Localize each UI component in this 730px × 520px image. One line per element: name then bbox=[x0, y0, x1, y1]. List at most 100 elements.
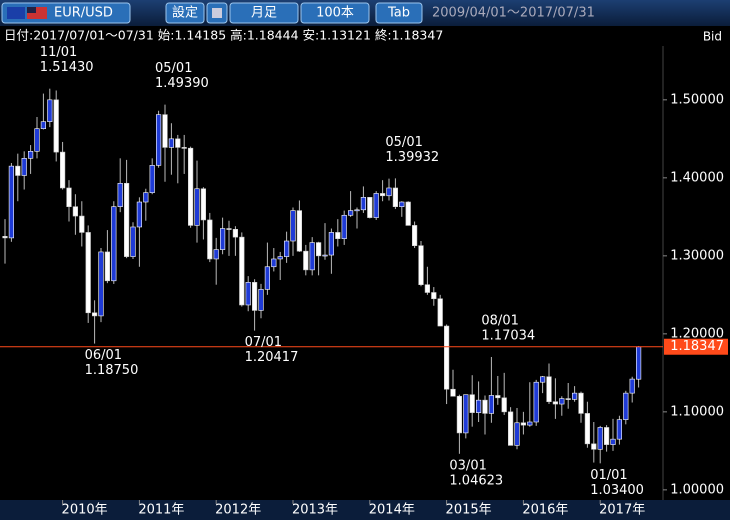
candle-body bbox=[188, 147, 194, 226]
annotation-value: 1.49390 bbox=[155, 76, 209, 91]
candle-body bbox=[552, 401, 558, 405]
candle-body bbox=[59, 151, 66, 189]
candle-body bbox=[322, 254, 328, 257]
x-tick-label: 2013年 bbox=[292, 503, 338, 518]
candle-body bbox=[610, 438, 616, 445]
annotation-date: 05/01 bbox=[385, 135, 422, 150]
count-button[interactable] bbox=[300, 2, 370, 24]
candle-body bbox=[27, 151, 34, 159]
candle-body bbox=[335, 232, 341, 239]
x-tick-label: 2010年 bbox=[62, 503, 108, 518]
annotation-date: 05/01 bbox=[155, 61, 192, 76]
info-line: 日付:2017/07/01～07/31 始:1.14185 高:1.18444 … bbox=[4, 28, 443, 43]
candle-body bbox=[315, 242, 322, 257]
candle-body bbox=[469, 394, 475, 413]
tab-button[interactable] bbox=[375, 2, 423, 24]
candle-body bbox=[392, 187, 399, 207]
button-label: 月足 bbox=[251, 6, 277, 21]
candle-body bbox=[283, 240, 290, 257]
candle-body bbox=[623, 392, 629, 420]
candle-body bbox=[117, 182, 123, 207]
candle-body bbox=[635, 346, 642, 380]
candle-body bbox=[559, 398, 565, 405]
candle-body bbox=[220, 228, 226, 250]
candle-body bbox=[72, 206, 78, 217]
candle-body bbox=[450, 388, 456, 397]
candle-body bbox=[603, 427, 610, 445]
settings-button[interactable] bbox=[165, 2, 205, 24]
candle-body bbox=[347, 210, 354, 216]
date-range: 2009/04/01～2017/07/31 bbox=[432, 6, 595, 21]
candle-body bbox=[175, 138, 181, 148]
candle-body bbox=[47, 99, 53, 122]
annotation-date: 11/01 bbox=[40, 45, 77, 60]
candle-body bbox=[367, 197, 373, 218]
candle-body bbox=[373, 193, 379, 218]
candle-body bbox=[245, 282, 251, 306]
candle-body bbox=[360, 197, 367, 211]
candle-body bbox=[533, 381, 539, 423]
candle-body bbox=[156, 114, 162, 166]
candle-body bbox=[463, 394, 469, 434]
annotation-date: 06/01 bbox=[85, 348, 122, 363]
candle-body bbox=[111, 206, 117, 282]
candle-body bbox=[15, 165, 21, 176]
candle-body bbox=[124, 182, 130, 257]
button-label: 100本 bbox=[316, 6, 354, 21]
y-tick-label: 1.50000 bbox=[670, 92, 724, 107]
candle-body bbox=[92, 312, 98, 317]
candle-body bbox=[98, 251, 104, 317]
candle-body bbox=[418, 245, 424, 286]
candle-body bbox=[597, 427, 603, 450]
candle-body bbox=[53, 99, 59, 153]
annotation-date: 07/01 bbox=[245, 335, 282, 350]
candle-body bbox=[149, 165, 155, 193]
candle-body bbox=[584, 413, 590, 445]
candle-body bbox=[482, 399, 488, 414]
candle-body bbox=[296, 210, 303, 252]
candle-body bbox=[578, 392, 584, 414]
y-tick-label: 1.00000 bbox=[670, 482, 724, 497]
annotation-date: 01/01 bbox=[590, 468, 627, 483]
candle-body bbox=[437, 298, 443, 327]
candle-body bbox=[475, 399, 482, 413]
annotation-date: 08/01 bbox=[481, 313, 518, 328]
candle-body bbox=[21, 158, 27, 176]
candle-body bbox=[379, 193, 386, 197]
x-axis-bar bbox=[0, 500, 730, 520]
candle-body bbox=[200, 188, 207, 221]
candle-body bbox=[495, 395, 501, 399]
candle-body bbox=[431, 292, 437, 300]
candle-body bbox=[354, 209, 360, 212]
candle-body bbox=[507, 411, 514, 446]
candle-body bbox=[34, 128, 40, 152]
candle-body bbox=[328, 232, 335, 256]
annotation-value: 1.18750 bbox=[85, 363, 139, 378]
candle-body bbox=[539, 376, 546, 383]
candle-body bbox=[136, 201, 143, 228]
period-button[interactable] bbox=[229, 2, 299, 24]
candle-body bbox=[2, 236, 8, 239]
candle-body bbox=[591, 443, 597, 450]
candle-body bbox=[239, 236, 245, 306]
candle-body bbox=[303, 250, 309, 271]
candle-body bbox=[309, 242, 315, 271]
last-price-box bbox=[664, 338, 728, 355]
x-tick-label: 2014年 bbox=[369, 503, 415, 518]
candle-body bbox=[213, 249, 219, 260]
y-tick-label: 1.30000 bbox=[670, 248, 724, 263]
candle-body bbox=[258, 289, 264, 311]
candle-body bbox=[443, 325, 450, 390]
candle-body bbox=[130, 226, 136, 257]
candle-body bbox=[514, 422, 520, 446]
candle-body bbox=[277, 256, 283, 260]
y-tick-label: 1.20000 bbox=[670, 326, 724, 341]
candle-body bbox=[571, 392, 578, 400]
candle-body bbox=[143, 192, 149, 203]
x-tick-label: 2012年 bbox=[215, 503, 261, 518]
annotation-value: 1.04623 bbox=[449, 473, 503, 488]
candle-body bbox=[162, 114, 168, 148]
candle-body bbox=[194, 188, 200, 226]
y-tick-label: 1.40000 bbox=[670, 170, 724, 185]
